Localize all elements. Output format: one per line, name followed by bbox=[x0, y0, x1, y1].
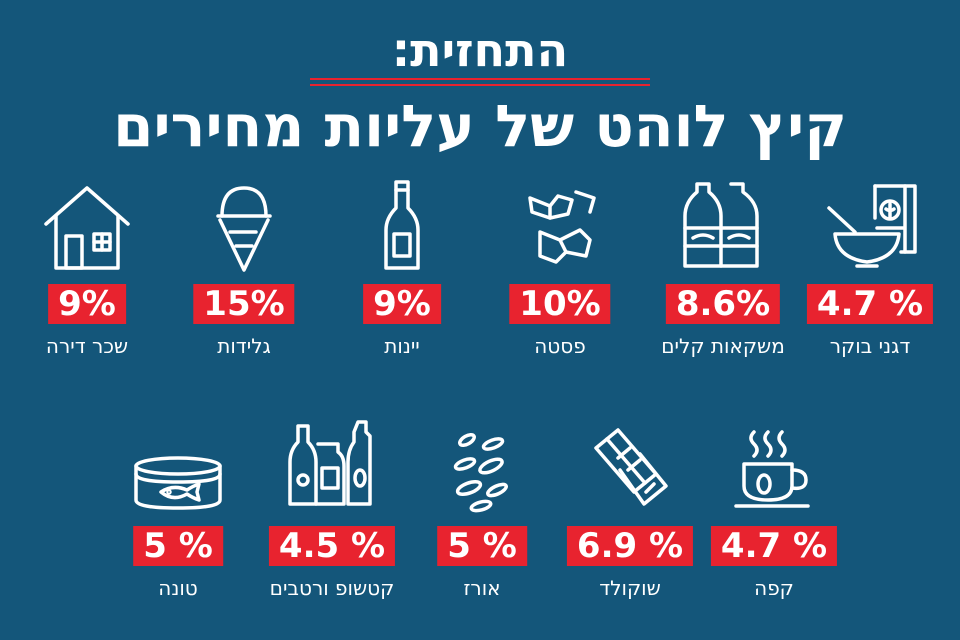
item-label: יינות bbox=[384, 334, 420, 358]
item-coffee: 4.7 % קפה bbox=[710, 426, 838, 606]
item-ice-cream: 15% גלידות bbox=[184, 176, 304, 366]
coffee-cup-icon bbox=[734, 430, 810, 508]
item-label: פסטה bbox=[534, 334, 586, 358]
item-label: קפה bbox=[754, 576, 794, 600]
headline: קיץ לוהט של עליות מחירים bbox=[113, 92, 847, 160]
item-wine: 9% יינות bbox=[342, 176, 462, 366]
item-rice: 5 % אורז bbox=[422, 426, 542, 606]
item-rent: 9% שכר דירה bbox=[24, 176, 150, 366]
item-label: משקאות קלים bbox=[661, 334, 785, 358]
item-tuna: 5 % טונה bbox=[118, 426, 238, 606]
rice-icon bbox=[453, 432, 508, 513]
item-pasta: 10% פסטה bbox=[495, 176, 625, 366]
item-label: גלידות bbox=[217, 334, 271, 358]
title-underline bbox=[310, 84, 650, 86]
percent-badge: 15% bbox=[193, 284, 295, 324]
item-label: טונה bbox=[158, 576, 198, 600]
percent-badge: 10% bbox=[509, 284, 611, 324]
percent-badge: 5 % bbox=[437, 526, 527, 566]
house-icon bbox=[44, 186, 130, 270]
item-label: שכר דירה bbox=[45, 334, 129, 358]
item-chocolate: 6.9 % שוקולד bbox=[566, 426, 694, 606]
sauce-bottles-icon bbox=[288, 420, 372, 506]
item-label: דגני בוקר bbox=[829, 334, 911, 358]
cereal-icon bbox=[827, 184, 917, 268]
item-sauces: 4.5 % קטשופ ורטבים bbox=[258, 420, 406, 606]
percent-badge: 9% bbox=[48, 284, 126, 324]
percent-badge: 5 % bbox=[133, 526, 223, 566]
percent-badge: 9% bbox=[363, 284, 441, 324]
ice-cream-icon bbox=[216, 186, 272, 272]
chocolate-icon bbox=[594, 428, 668, 506]
percent-badge: 6.9 % bbox=[566, 526, 694, 566]
kicker-title: התחזית: bbox=[391, 23, 569, 77]
tuna-can-icon bbox=[134, 456, 222, 510]
item-label: קטשופ ורטבים bbox=[269, 576, 395, 600]
item-label: שוקולד bbox=[599, 576, 661, 600]
soft-drinks-icon bbox=[683, 182, 759, 268]
pasta-icon bbox=[528, 190, 596, 264]
item-label: אורז bbox=[463, 576, 501, 600]
percent-badge: 4.7 % bbox=[710, 526, 838, 566]
title-underline bbox=[310, 78, 650, 80]
percent-badge: 4.7 % bbox=[806, 284, 934, 324]
wine-bottle-icon bbox=[384, 180, 420, 270]
percent-badge: 4.5 % bbox=[268, 526, 396, 566]
item-soft-drinks: 8.6% משקאות קלים bbox=[648, 176, 798, 366]
item-cereal: 4.7 % דגני בוקר bbox=[806, 176, 934, 366]
percent-badge: 8.6% bbox=[665, 284, 781, 324]
